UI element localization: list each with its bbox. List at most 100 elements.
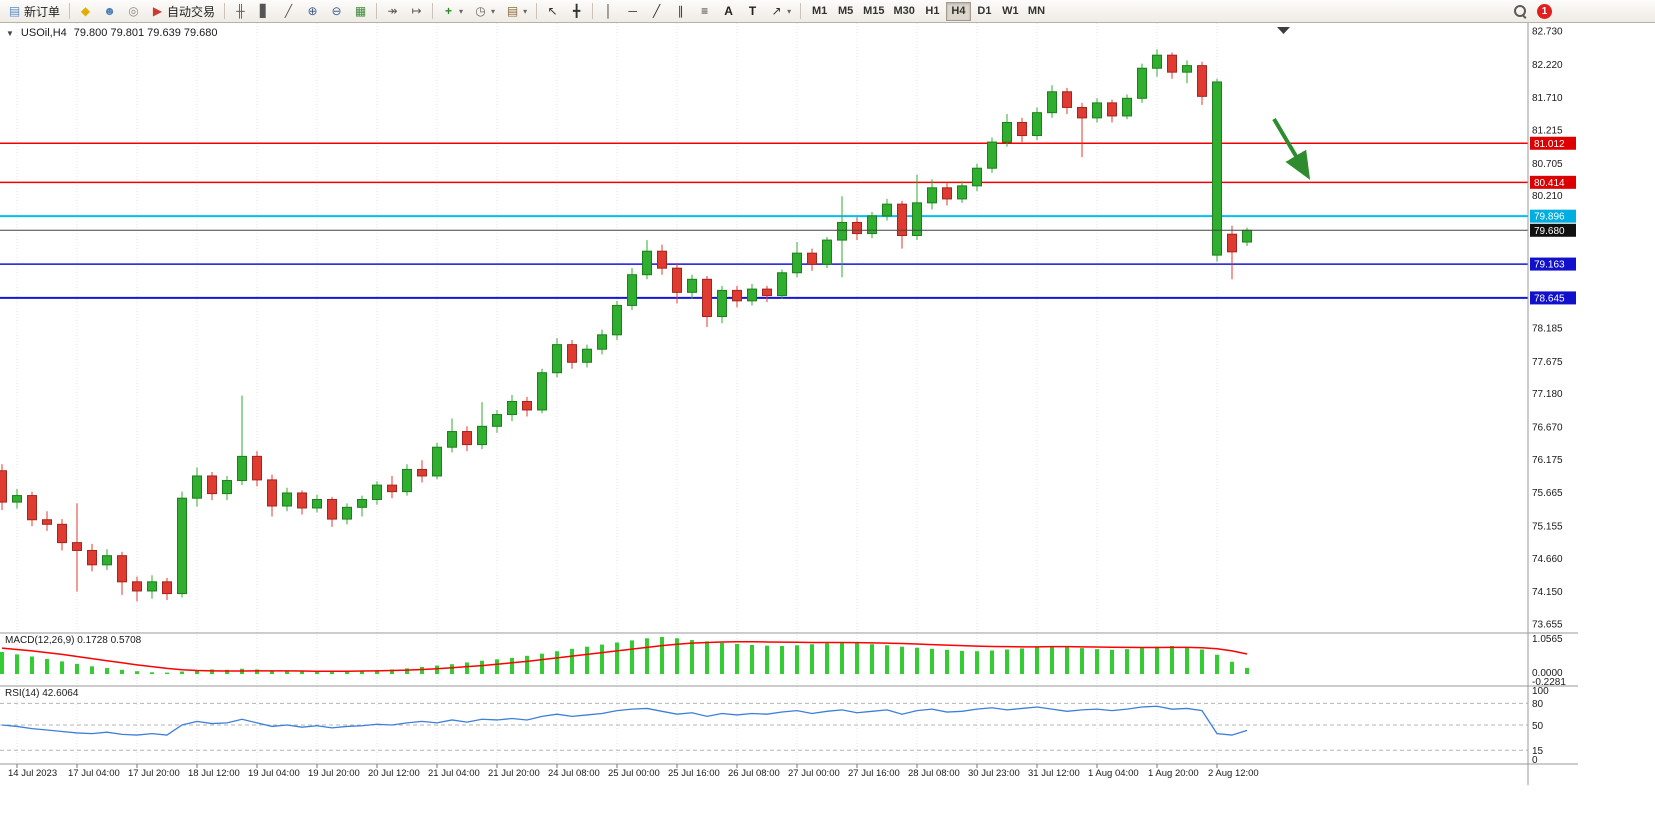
down-arrow-annotation[interactable] [1272, 117, 1311, 180]
svg-text:18 Jul 12:00: 18 Jul 12:00 [188, 768, 240, 779]
toolbar-separator [592, 3, 594, 19]
vertical-line-icon: │ [604, 3, 613, 18]
tile-windows-button[interactable]: ▦ [349, 2, 372, 21]
svg-text:1.0565: 1.0565 [1532, 634, 1563, 645]
fibonacci-button[interactable]: ≡ [693, 2, 716, 21]
market-watch-icon: ☻ [103, 3, 116, 18]
crosshair-button[interactable]: ╋ [565, 2, 588, 21]
bar-chart-button[interactable]: ╫ [229, 2, 252, 21]
svg-text:81.215: 81.215 [1532, 125, 1563, 136]
svg-text:0: 0 [1532, 755, 1538, 766]
svg-text:21 Jul 04:00: 21 Jul 04:00 [428, 768, 480, 779]
svg-text:2 Aug 12:00: 2 Aug 12:00 [1208, 768, 1259, 779]
svg-text:78.185: 78.185 [1532, 323, 1563, 334]
timeframe-m15-button[interactable]: M15 [859, 2, 888, 21]
svg-text:81.012: 81.012 [1534, 139, 1565, 150]
arrows-button[interactable]: ↗ ▾ [765, 2, 796, 21]
svg-text:75.665: 75.665 [1532, 488, 1563, 499]
price-axis[interactable]: 82.730 82.220 81.710 81.215 80.705 80.210 78.1… [1530, 27, 1576, 631]
new-order-icon: ▤ [8, 3, 21, 18]
text-button[interactable]: A [717, 2, 740, 21]
svg-text:25 Jul 00:00: 25 Jul 00:00 [608, 768, 660, 779]
chart-window: 100 80 50 15 0 82.730 82.220 81.710 81.215 80.705… [0, 23, 1655, 833]
timeframe-mn-button[interactable]: MN [1024, 2, 1049, 21]
templates-button[interactable]: ▤ ▾ [501, 2, 532, 21]
toolbar-separator [224, 3, 226, 19]
cursor-button[interactable]: ↖ [541, 2, 564, 21]
channel-button[interactable]: ∥ [669, 2, 692, 21]
svg-text:81.710: 81.710 [1532, 93, 1563, 104]
line-chart-button[interactable]: ╱ [277, 2, 300, 21]
svg-text:100: 100 [1532, 686, 1549, 697]
history-center-button[interactable]: ◎ [122, 2, 145, 21]
chart-shift-marker[interactable] [1277, 27, 1290, 34]
auto-scroll-button[interactable]: ↠ [381, 2, 404, 21]
svg-text:19 Jul 20:00: 19 Jul 20:00 [308, 768, 360, 779]
clock-icon: ◷ [475, 3, 486, 18]
autotrading-button[interactable]: ▶ 自动交易 [146, 2, 220, 21]
ohlc-bars-icon: ╫ [236, 3, 245, 18]
svg-text:50: 50 [1532, 721, 1544, 732]
svg-text:76.175: 76.175 [1532, 455, 1563, 466]
dropdown-arrow-icon: ▾ [787, 6, 792, 16]
metaeditor-button[interactable]: ◆ [74, 2, 97, 21]
svg-text:31 Jul 12:00: 31 Jul 12:00 [1028, 768, 1080, 779]
line-chart-icon: ╱ [284, 3, 293, 18]
timeframe-m5-button[interactable]: M5 [833, 2, 858, 21]
trendline-button[interactable]: ╱ [645, 2, 668, 21]
vertical-line-button[interactable]: │ [597, 2, 620, 21]
time-axis[interactable]: 14 Jul 2023 17 Jul 04:00 17 Jul 20:00 18 Ju… [8, 764, 1259, 779]
timeframe-h1-button[interactable]: H1 [920, 2, 945, 21]
svg-text:80.210: 80.210 [1532, 191, 1563, 202]
cursor-icon: ↖ [547, 3, 558, 18]
text-label-icon: T [748, 3, 757, 18]
search-icon[interactable] [1513, 4, 1528, 19]
timeframe-d1-button[interactable]: D1 [972, 2, 997, 21]
collapse-triangle-icon[interactable]: ▼ [6, 28, 14, 38]
market-watch-button[interactable]: ☻ [98, 2, 121, 21]
timeframe-m30-button[interactable]: M30 [890, 2, 919, 21]
svg-text:21 Jul 20:00: 21 Jul 20:00 [488, 768, 540, 779]
price-line-badge [1530, 209, 1576, 223]
equidistant-channel-icon: ∥ [677, 3, 684, 18]
svg-text:19 Jul 04:00: 19 Jul 04:00 [248, 768, 300, 779]
chart-shift-button[interactable]: ↦ [405, 2, 428, 21]
indicators-button[interactable]: + ▾ [437, 2, 468, 21]
dropdown-arrow-icon: ▾ [459, 6, 464, 16]
svg-text:79.163: 79.163 [1534, 260, 1565, 271]
symbol-label: USOil,H4 [20, 27, 67, 39]
history-circle-icon: ◎ [128, 3, 139, 18]
new-order-button[interactable]: ▤ 新订单 [3, 2, 65, 21]
timeframe-w1-button[interactable]: W1 [998, 2, 1023, 21]
rsi-indicator: 100 80 50 150 [0, 686, 1549, 766]
svg-text:15: 15 [1532, 746, 1544, 757]
zoom-out-button[interactable]: ⊖ [325, 2, 348, 21]
svg-text:0.0000: 0.0000 [1532, 668, 1563, 679]
svg-text:77.180: 77.180 [1532, 389, 1563, 400]
toolbar-separator [432, 3, 434, 19]
svg-text:1 Aug 04:00: 1 Aug 04:00 [1088, 768, 1139, 779]
autotrading-label: 自动交易 [167, 4, 216, 19]
toolbar-separator [800, 3, 802, 19]
toolbar-separator [69, 3, 71, 19]
metaeditor-diamond-icon: ◆ [80, 3, 91, 18]
svg-text:-0.2281: -0.2281 [1532, 677, 1566, 688]
price-chart[interactable]: 100 80 50 150 82.730 82.220 81.710 81.215 80.705… [0, 23, 1655, 833]
candlestick-chart-button[interactable]: ▋ [253, 2, 276, 21]
dropdown-arrow-icon: ▾ [491, 6, 496, 16]
zoom-in-button[interactable]: ⊕ [301, 2, 324, 21]
timeframe-h4-button[interactable]: H4 [945, 1, 971, 21]
macd-label: MACD(12,26,9) 0.1728 0.5708 [5, 635, 142, 646]
timeframe-m1-button[interactable]: M1 [807, 2, 832, 21]
svg-text:82.220: 82.220 [1532, 60, 1563, 71]
toolbar-separator [536, 3, 538, 19]
horizontal-lines[interactable] [0, 142, 1528, 299]
text-label-button[interactable]: T [741, 2, 764, 21]
svg-text:20 Jul 12:00: 20 Jul 12:00 [368, 768, 420, 779]
periods-button[interactable]: ◷ ▾ [469, 2, 500, 21]
zoom-in-icon: ⊕ [307, 3, 318, 18]
svg-text:82.730: 82.730 [1532, 27, 1563, 38]
horizontal-line-button[interactable]: ─ [621, 2, 644, 21]
notification-badge[interactable]: 1 [1537, 3, 1552, 19]
svg-text:17 Jul 20:00: 17 Jul 20:00 [128, 768, 180, 779]
